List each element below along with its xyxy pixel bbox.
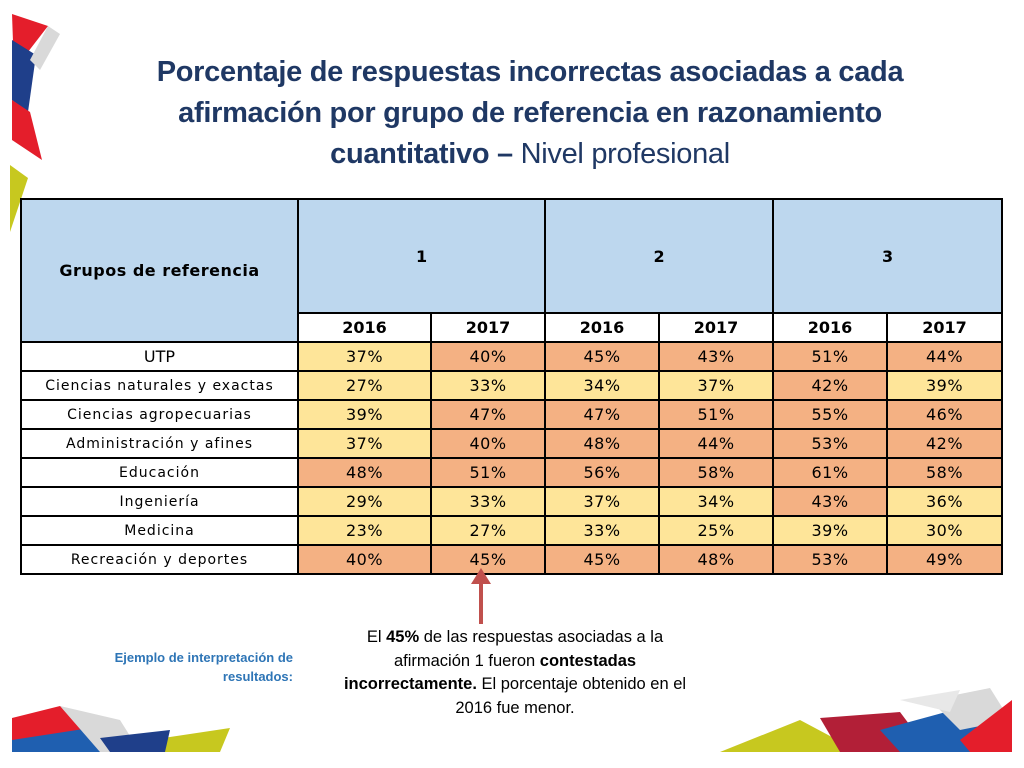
- row-label: Administración y afines: [20, 428, 299, 459]
- table-row: Ciencias naturales y exactas 27% 33% 34% 37%…: [20, 370, 1004, 401]
- note-text: El porcentaje obtenido en el 2016 fue me…: [455, 675, 687, 717]
- note-text: El: [366, 628, 387, 646]
- table-row: Administración y afines 37% 40% 48% 44% 53% 42…: [20, 428, 1004, 459]
- table-cell: 27%: [297, 370, 432, 401]
- table-cell: 43%: [772, 486, 889, 517]
- table-cell: 53%: [772, 544, 889, 575]
- table-cell: 33%: [429, 370, 547, 401]
- table-cell: 37%: [544, 486, 661, 517]
- table-cell: 37%: [658, 370, 775, 401]
- table-cell: 45%: [544, 544, 661, 575]
- table-cell: 43%: [658, 341, 775, 372]
- table-cell: 37%: [297, 341, 432, 372]
- row-label: Recreación y deportes: [20, 544, 299, 575]
- table-cell: 48%: [297, 457, 432, 488]
- table-cell: 39%: [772, 515, 889, 546]
- table-cell: 44%: [658, 428, 775, 459]
- group-header-2: 2: [544, 198, 775, 314]
- table-row: Ingeniería 29% 33% 37% 34% 43% 36%: [20, 486, 1004, 517]
- title-normal: Nivel profesional: [512, 138, 731, 170]
- title-bold: Porcentaje de respuestas incorrectas aso…: [156, 56, 904, 170]
- row-label: Ciencias naturales y exactas: [20, 370, 299, 401]
- table-cell: 58%: [886, 457, 1004, 488]
- table-row: Educación 48% 51% 56% 58% 61% 58%: [20, 457, 1004, 488]
- table-cell: 51%: [772, 341, 889, 372]
- table-cell: 45%: [544, 341, 661, 372]
- table-row: Ciencias agropecuarias 39% 47% 47% 51% 55% 46%: [20, 399, 1004, 430]
- table-row: UTP 37% 40% 45% 43% 51% 44%: [20, 341, 1004, 372]
- row-label: Ingeniería: [20, 486, 299, 517]
- up-arrow-icon: [471, 568, 491, 624]
- table-cell: 45%: [429, 544, 547, 575]
- table-row: Medicina 23% 27% 33% 25% 39% 30%: [20, 515, 1004, 546]
- table-cell: 29%: [297, 486, 432, 517]
- table-cell: 51%: [658, 399, 775, 430]
- table-cell: 42%: [772, 370, 889, 401]
- row-label: Ciencias agropecuarias: [20, 399, 299, 430]
- table-cell: 55%: [772, 399, 889, 430]
- year-header: 2017: [886, 312, 1004, 343]
- table-cell: 34%: [544, 370, 661, 401]
- table-cell: 48%: [658, 544, 775, 575]
- row-label: Educación: [20, 457, 299, 488]
- group-header-3: 3: [772, 198, 1004, 314]
- table-cell: 40%: [297, 544, 432, 575]
- year-header: 2016: [772, 312, 889, 343]
- group-header-1: 1: [296, 198, 547, 314]
- table-cell: 37%: [297, 428, 432, 459]
- table-header-row: Grupos de referencia 1 2 3: [20, 198, 1004, 343]
- table-cell: 33%: [544, 515, 661, 546]
- table-cell: 48%: [544, 428, 661, 459]
- results-table: Grupos de referencia 1 2 3 2016 2017 201…: [20, 198, 1004, 575]
- table-cell: 49%: [886, 544, 1004, 575]
- year-header: 2016: [297, 312, 432, 343]
- row-label: Medicina: [20, 515, 299, 546]
- table-body: UTP 37% 40% 45% 43% 51% 44% Ciencias naturales …: [20, 341, 1004, 575]
- table-cell: 23%: [297, 515, 432, 546]
- table-cell: 44%: [886, 341, 1004, 372]
- table-cell: 39%: [886, 370, 1004, 401]
- row-header-cell: Grupos de referencia: [20, 198, 299, 343]
- table-cell: 39%: [297, 399, 432, 430]
- note-bold: 45%: [386, 628, 420, 646]
- note-bold: contestadas incorrectamente.: [343, 651, 637, 694]
- table-cell: 53%: [772, 428, 889, 459]
- table-cell: 56%: [544, 457, 661, 488]
- table-cell: 46%: [886, 399, 1004, 430]
- table-cell: 36%: [886, 486, 1004, 517]
- example-label: Ejemplo de interpretación de resultados:: [114, 650, 293, 684]
- interpretation-note: El 45% de las respuestas asociadas a la …: [330, 626, 700, 720]
- table-cell: 40%: [429, 341, 547, 372]
- year-header: 2017: [658, 312, 775, 343]
- table-cell: 33%: [429, 486, 547, 517]
- row-label: UTP: [20, 341, 299, 372]
- year-header-row: 2016 2017 2016 2017 2016 2017: [21, 312, 1004, 343]
- note-text: de las respuestas asociadas a la afirmac…: [393, 628, 664, 670]
- table-cell: 58%: [658, 457, 775, 488]
- table-cell: 61%: [772, 457, 889, 488]
- page-title: Porcentaje de respuestas incorrectas aso…: [110, 52, 950, 175]
- table-cell: 34%: [658, 486, 775, 517]
- table-cell: 25%: [658, 515, 775, 546]
- table-cell: 40%: [429, 428, 547, 459]
- table-cell: 47%: [429, 399, 547, 430]
- table-cell: 27%: [429, 515, 547, 546]
- year-header: 2016: [544, 312, 661, 343]
- table-cell: 47%: [544, 399, 661, 430]
- table-cell: 42%: [886, 428, 1004, 459]
- table-cell: 51%: [429, 457, 547, 488]
- year-header: 2017: [429, 312, 547, 343]
- table-row: Recreación y deportes 40% 45% 45% 48% 53% 49%: [20, 544, 1004, 575]
- table-cell: 30%: [886, 515, 1004, 546]
